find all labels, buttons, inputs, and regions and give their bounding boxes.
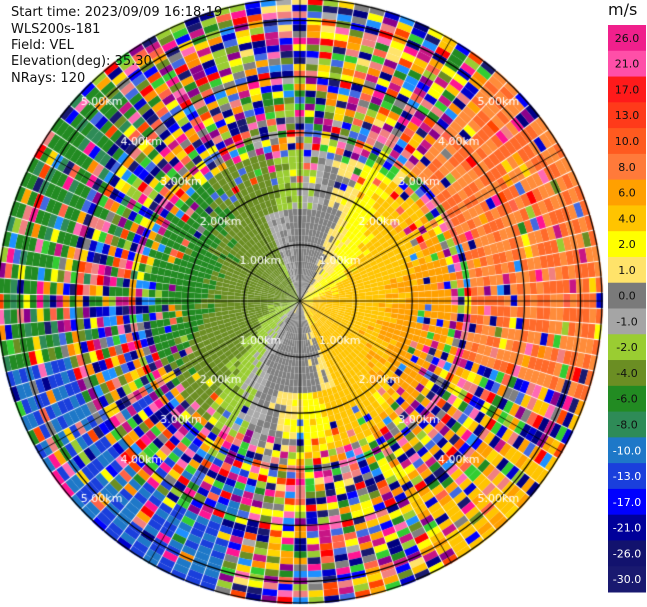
start-time-label: Start time: 2023/09/09 16:18:19	[11, 5, 223, 20]
elevation-label: Elevation(deg): 35.30	[11, 54, 152, 69]
field-label: Field: VEL	[11, 38, 74, 53]
instrument-label: WLS200s-181	[11, 22, 101, 37]
colorbar-unit: m/s	[608, 0, 638, 19]
nrays-label: NRays: 120	[11, 71, 86, 86]
